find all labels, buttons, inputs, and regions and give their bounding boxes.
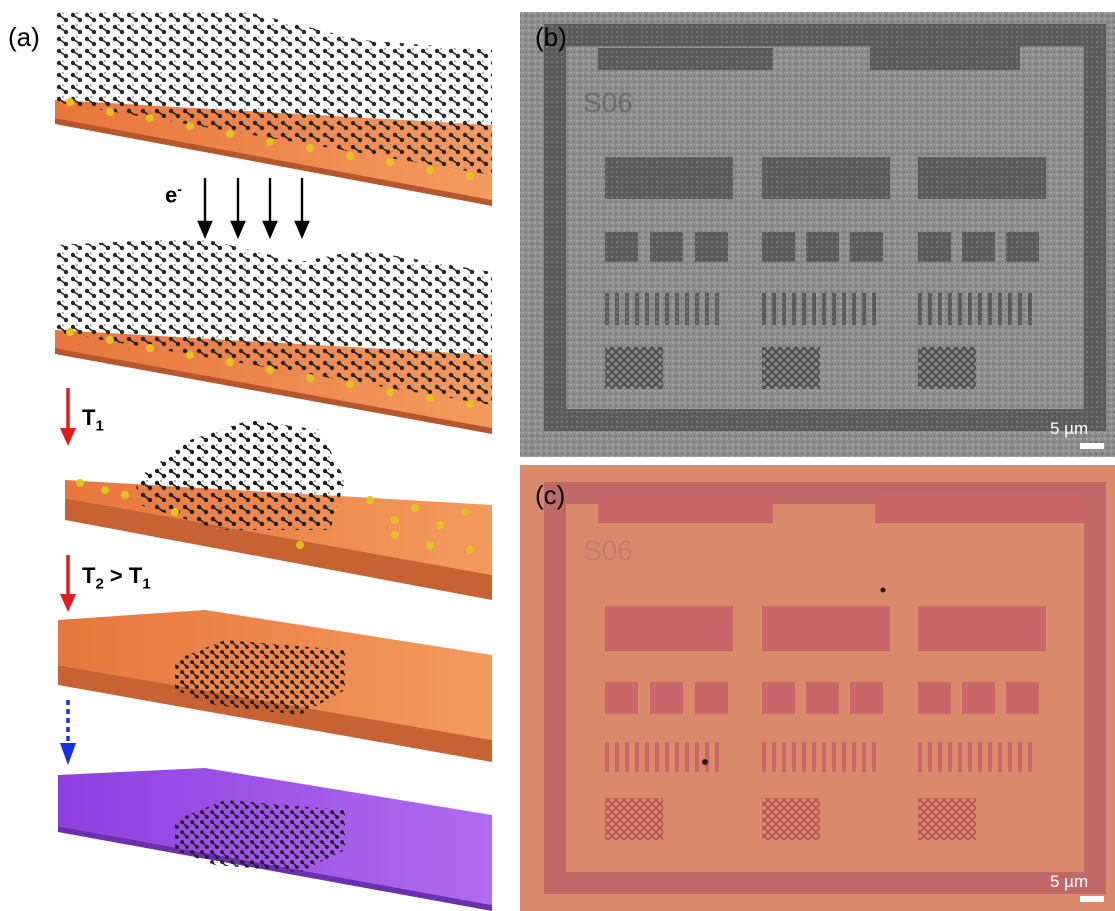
- panel-label-a: (a): [8, 22, 40, 52]
- electron-symbol: e: [165, 182, 178, 208]
- temperature-t2-label: T2 > T1: [82, 563, 151, 592]
- t2-symbol: T: [82, 563, 96, 588]
- transfer-arrow: [60, 700, 76, 765]
- panel-a-schematic: [55, 10, 492, 911]
- t2-compare-subscript: 1: [142, 575, 151, 593]
- t2-compare: > T: [103, 563, 143, 588]
- scale-bar-c: [1080, 896, 1104, 902]
- electron-charge: -: [177, 181, 182, 197]
- substrate-slab-5: [58, 768, 492, 911]
- thermal-arrow-t1: [60, 388, 76, 446]
- scale-bar-b: [1080, 443, 1104, 449]
- t1-symbol: T: [82, 405, 96, 430]
- t1-subscript: 1: [95, 417, 104, 435]
- optical-pattern-label: S06: [583, 535, 633, 566]
- electron-beam-arrows: [197, 178, 310, 240]
- substrate-slab-1: [55, 10, 492, 206]
- panel-c-optical-image: S06: [520, 465, 1115, 911]
- scale-bar-label-c: 5 µm: [1050, 872, 1089, 891]
- sem-pattern-label: S06: [583, 87, 633, 118]
- substrate-slab-2: [55, 238, 492, 434]
- panel-label-c: (c): [535, 480, 566, 510]
- panel-b-sem-image: S06: [520, 12, 1115, 457]
- substrate-slab-4: [58, 610, 492, 762]
- substrate-slab-3: [65, 420, 492, 600]
- temperature-t1-label: T1: [82, 405, 104, 434]
- scale-bar-label-b: 5 µm: [1050, 419, 1089, 438]
- electron-label: e-: [165, 181, 182, 208]
- thermal-arrow-t2: [60, 555, 76, 612]
- panel-label-b: (b): [535, 22, 567, 52]
- t2-subscript: 2: [95, 575, 104, 593]
